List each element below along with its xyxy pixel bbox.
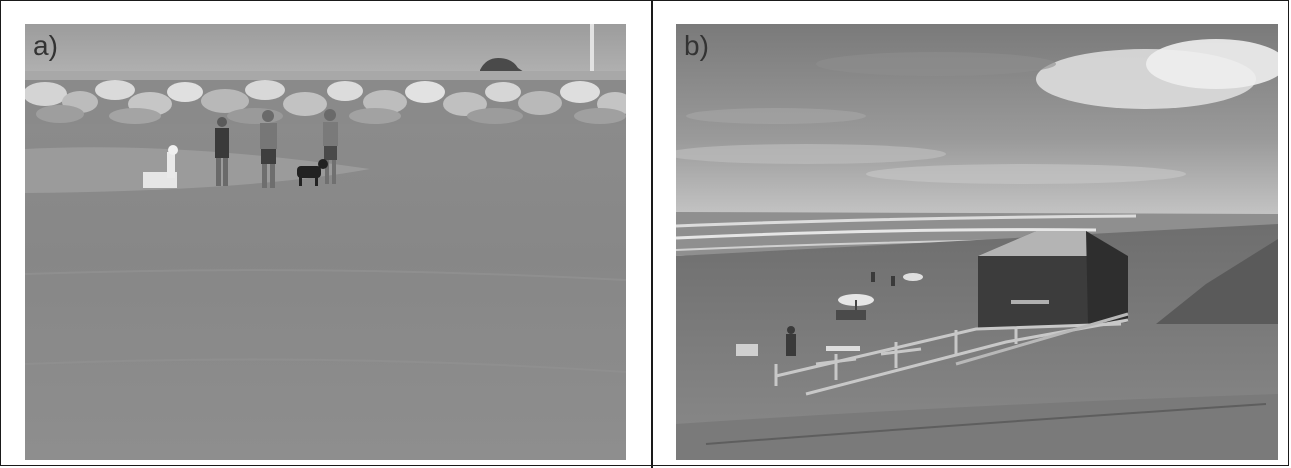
person-3 [323, 109, 338, 184]
person [786, 334, 796, 356]
dog [297, 159, 328, 186]
person-1 [215, 117, 229, 186]
photo-panel-b: b) [676, 24, 1278, 460]
panel-label-b: b) [684, 30, 709, 61]
beach-jetty-photo [25, 24, 626, 460]
beach-chair [736, 344, 758, 356]
shallow-water [25, 147, 370, 193]
distant-tree [480, 58, 524, 72]
beach-chair-person [143, 145, 178, 188]
panel-divider [651, 0, 653, 468]
clouds [676, 39, 1278, 184]
photo-panel-a: a) [25, 24, 626, 460]
rock-jetty [25, 80, 626, 124]
foreground-sand [676, 394, 1278, 460]
panel-label-a: a) [33, 30, 58, 61]
beach-cabin-photo [676, 24, 1278, 460]
person-2 [260, 110, 277, 188]
pole [590, 24, 594, 76]
dune [1156, 239, 1278, 324]
distant-shore [25, 71, 626, 81]
wooden-deck-frame [774, 312, 1129, 396]
beach-cabin [978, 231, 1128, 329]
beach-umbrella-2 [903, 273, 923, 281]
